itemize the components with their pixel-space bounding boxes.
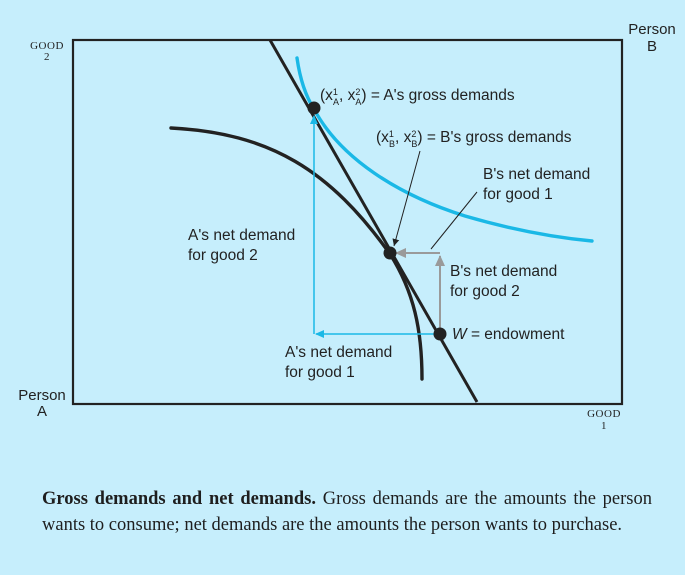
good2-axis-subscript: 2 [44,51,50,63]
good1-axis-label: GOOD [587,408,621,420]
a-net-demand-good2-label-line1: A's net demand [188,227,295,244]
person-a-subscript: A [37,403,47,420]
person-a-indifference-curve [169,126,424,381]
a-net-demand-good1-label-line2: for good 1 [285,364,355,381]
b-gross-demand-label: (x1 B, x2 B) = B's gross demands [376,129,572,149]
good2-axis-label: GOOD [30,40,64,52]
person-b-subscript: B [647,38,657,55]
endowment-label: W = endowment [452,326,565,343]
a-net-demand-good2-label-line2: for good 2 [188,247,258,264]
a-gross-demand-point [307,101,321,115]
b-net-demand-good1-label-line1: B's net demand [483,166,590,183]
b-gross-demand-pointer [392,150,421,247]
figure-caption-text: Gross demands are the amounts the person… [42,489,653,535]
good1-axis-subscript: 1 [601,420,607,432]
budget-line [268,39,479,403]
person-a-label: Person [18,387,66,404]
b-net-demand-good1-pointer [430,191,478,250]
person-b-indifference-curve [295,56,594,243]
endowment-point [433,327,447,341]
figure-caption-title: Gross demands and net demands. [42,489,316,509]
b-net-demand-good2-label-line1: B's net demand [450,263,557,280]
a-net-demand-good1-label-line1: A's net demand [285,344,392,361]
b-net-demand-good2-label-line2: for good 2 [450,283,520,300]
edgeworth-box-frame [71,38,624,406]
b-net-demand-good1-label-line2: for good 1 [483,186,553,203]
person-b-label: Person [628,21,676,38]
edgeworth-box-diagram: GOOD 2 GOOD 1 Person A Person B (x1 A, x2… [18,21,676,432]
figure-caption: Gross demands and net demands. Gross dem… [42,486,652,538]
b-gross-demand-point [383,246,397,260]
a-gross-demand-label: (x1 A, x2 A) = A's gross demands [320,87,515,107]
